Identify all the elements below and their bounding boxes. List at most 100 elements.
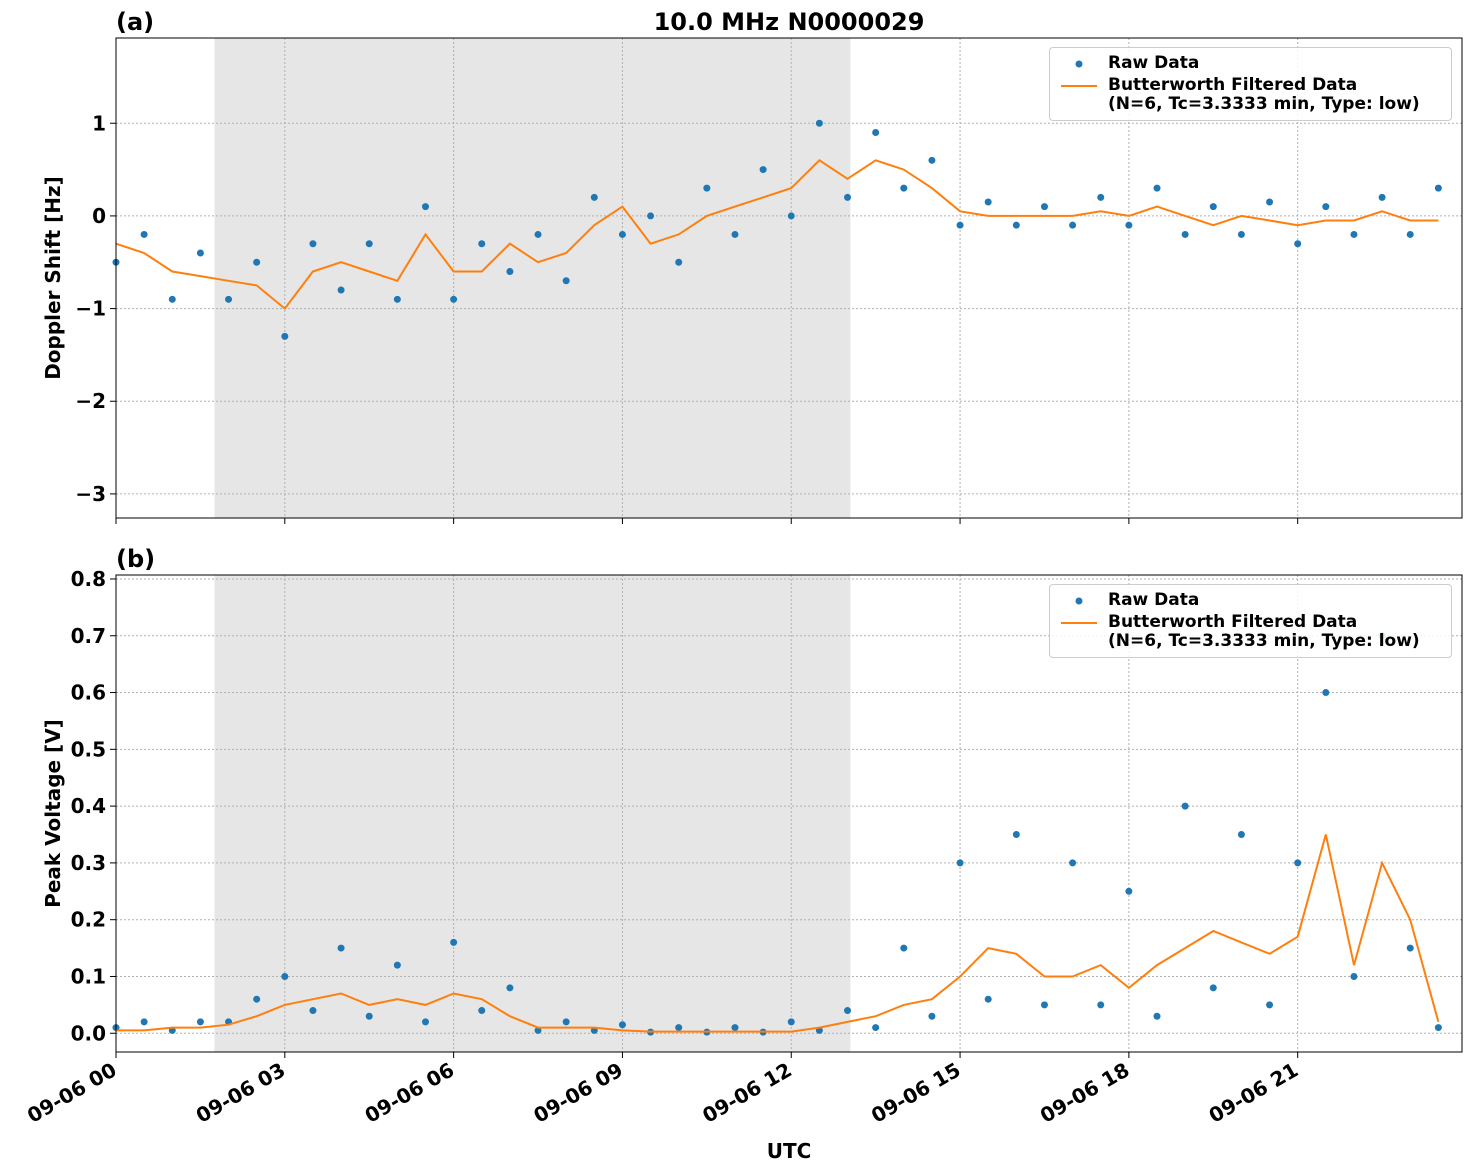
legend-item: Butterworth Filtered Data (N=6, Tc=3.333… xyxy=(1050,76,1445,114)
y-tick-label: 0.2 xyxy=(71,908,106,932)
y-tick-label: 1 xyxy=(92,111,106,135)
raw-point xyxy=(337,286,345,294)
raw-point xyxy=(731,1024,739,1032)
raw-point xyxy=(787,1018,795,1026)
raw-point xyxy=(365,1012,373,1020)
raw-point xyxy=(1266,1001,1274,1009)
raw-point xyxy=(1125,221,1133,229)
legend-key xyxy=(1050,591,1108,611)
raw-point xyxy=(168,295,176,303)
legend-label: Butterworth Filtered Data (N=6, Tc=3.333… xyxy=(1108,75,1420,114)
y-tick-label: 0.0 xyxy=(71,1021,106,1045)
raw-point xyxy=(956,859,964,867)
raw-point xyxy=(562,1018,570,1026)
raw-point xyxy=(1322,203,1330,211)
x-tick-label: 09-06 00 xyxy=(23,1058,121,1128)
plot-area xyxy=(112,632,1442,1036)
raw-point xyxy=(309,1007,317,1015)
legend-label: Butterworth Filtered Data (N=6, Tc=3.333… xyxy=(1108,612,1420,651)
axes-frame xyxy=(115,574,1463,1053)
raw-point xyxy=(1097,193,1105,201)
raw-point xyxy=(1406,944,1414,952)
x-tick-label: 09-06 15 xyxy=(867,1058,965,1128)
raw-point xyxy=(478,240,486,248)
raw-point xyxy=(815,119,823,127)
legend-dot xyxy=(1075,597,1083,605)
raw-point xyxy=(1069,221,1077,229)
axes-frame xyxy=(115,37,1463,519)
plot-area xyxy=(112,119,1442,340)
raw-point xyxy=(309,240,317,248)
raw-point xyxy=(787,212,795,220)
y-tick-label: 0.5 xyxy=(71,737,106,761)
raw-point xyxy=(618,230,626,238)
raw-point xyxy=(1069,859,1077,867)
raw-point xyxy=(281,332,289,340)
raw-point xyxy=(421,1018,429,1026)
raw-point xyxy=(337,944,345,952)
raw-point xyxy=(225,295,233,303)
raw-point xyxy=(253,995,261,1003)
y-tick-label: 0 xyxy=(92,204,106,228)
x-tick-label: 09-06 21 xyxy=(1205,1058,1303,1128)
raw-point xyxy=(1209,984,1217,992)
legend-dot xyxy=(1075,60,1083,68)
raw-point xyxy=(1040,1001,1048,1009)
y-axis-label: Doppler Shift [Hz] xyxy=(41,176,65,380)
raw-point xyxy=(928,156,936,164)
raw-point xyxy=(1434,1024,1442,1032)
raw-point xyxy=(393,961,401,969)
raw-point xyxy=(1209,203,1217,211)
legend-label: Raw Data xyxy=(1108,53,1200,73)
raw-point xyxy=(647,212,655,220)
legend-key xyxy=(1050,613,1108,633)
raw-point xyxy=(450,295,458,303)
raw-point xyxy=(562,277,570,285)
raw-point xyxy=(196,249,204,257)
legend-item: Raw Data xyxy=(1050,54,1445,74)
legend-swatch xyxy=(1061,85,1097,87)
raw-point xyxy=(618,1021,626,1029)
raw-point xyxy=(534,230,542,238)
raw-point xyxy=(253,258,261,266)
x-tick-label: 09-06 18 xyxy=(1036,1058,1134,1128)
raw-point xyxy=(1406,230,1414,238)
raw-point xyxy=(900,184,908,192)
raw-point xyxy=(675,1024,683,1032)
night-shade xyxy=(214,38,851,518)
legend-swatch xyxy=(1075,60,1083,68)
raw-point xyxy=(956,221,964,229)
raw-point xyxy=(1181,230,1189,238)
y-tick-label: 0.6 xyxy=(71,681,106,705)
filtered-line xyxy=(116,834,1440,1033)
chart-title: 10.0 MHz N0000029 xyxy=(654,8,925,36)
raw-point xyxy=(140,230,148,238)
raw-point xyxy=(1181,802,1189,810)
x-tick-label: 09-06 09 xyxy=(529,1058,627,1128)
legend-swatch xyxy=(1075,597,1083,605)
legend: Raw Data Butterworth Filtered Data (N=6, … xyxy=(1049,584,1452,658)
raw-point xyxy=(872,1024,880,1032)
raw-point xyxy=(844,1007,852,1015)
night-shade xyxy=(214,575,851,1052)
raw-point xyxy=(1294,240,1302,248)
raw-point xyxy=(450,938,458,946)
filtered-line xyxy=(115,159,1439,311)
y-tick-label: −3 xyxy=(75,482,106,506)
legend-label: Raw Data xyxy=(1108,590,1200,610)
raw-point xyxy=(534,1026,542,1034)
raw-point xyxy=(1434,184,1442,192)
raw-point xyxy=(928,1012,936,1020)
raw-point xyxy=(1097,1001,1105,1009)
raw-point xyxy=(900,944,908,952)
x-tick-label: 09-06 12 xyxy=(698,1058,796,1128)
raw-point xyxy=(506,268,514,276)
y-tick-label: 0.7 xyxy=(71,624,106,648)
raw-point xyxy=(1350,230,1358,238)
raw-point xyxy=(984,995,992,1003)
raw-point xyxy=(1125,887,1133,895)
x-tick-label: 09-06 06 xyxy=(361,1058,459,1128)
legend-item: Butterworth Filtered Data (N=6, Tc=3.333… xyxy=(1050,613,1445,651)
